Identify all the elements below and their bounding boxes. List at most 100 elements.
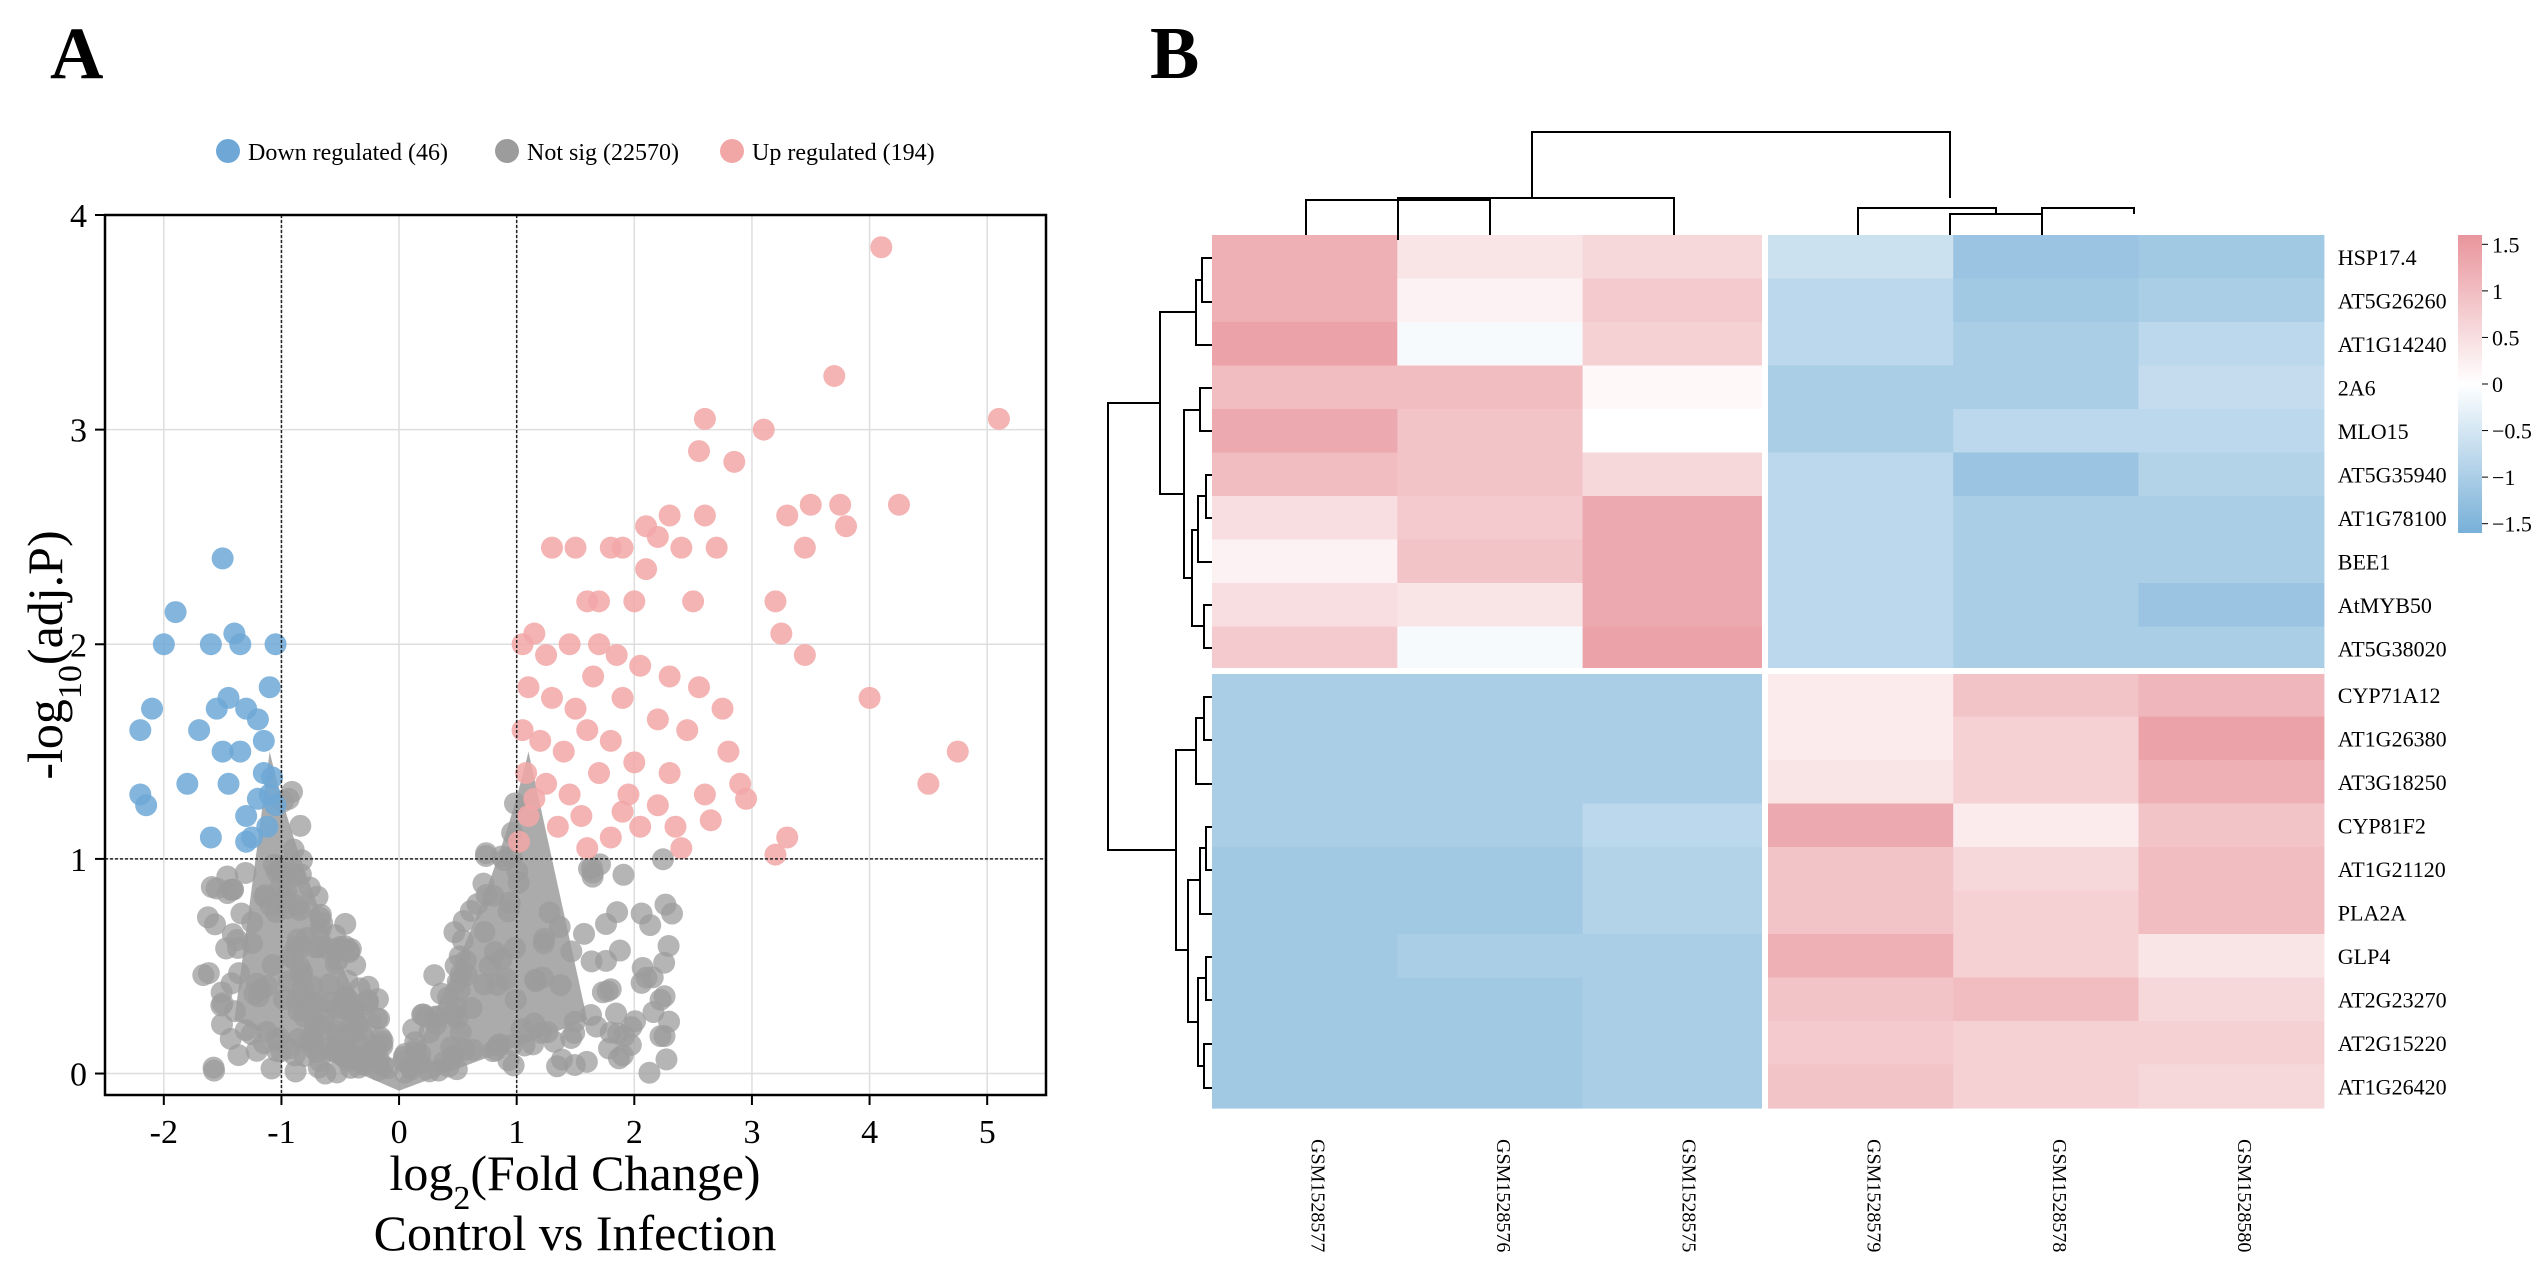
legend-marker-down [216,139,240,163]
heatmap-cell [1953,673,2140,718]
heatmap-cell [1582,716,1769,761]
heatmap-cell [1212,1021,1398,1066]
up-point [535,644,558,666]
gene-labels: HSP17.4 AT5G26260 AT1G14240 2A6 MLO15 AT5G359… [2338,245,2447,1100]
gene-label: AT1G14240 [2338,332,2447,357]
gene-label: CYP71A12 [2338,683,2441,708]
up-point [588,590,611,613]
up-point [670,837,693,860]
down-point [217,686,240,709]
x-tick-label: 1 [508,1114,525,1151]
volcano-thresholds [105,215,1046,1095]
notsig-point [596,980,619,1003]
heatmap-cell [1397,1064,1584,1109]
notsig-point [490,845,513,868]
gene-label: AT5G26260 [2338,288,2447,313]
down-point [264,633,287,656]
heatmap-cell [1953,539,2140,584]
heatmap-cell [1582,365,1769,410]
notsig-point [227,1044,250,1067]
row-dendro-link [1203,1043,1212,1089]
down-point [246,708,269,731]
notsig-point [549,974,572,997]
heatmap-cell [1212,409,1398,454]
row-dendro-link [1175,749,1196,951]
colorbar-tick-label: −1 [2492,465,2515,490]
notsig-point [437,986,460,1009]
notsig-point [272,855,295,878]
notsig-point [210,994,233,1017]
notsig-point [286,928,309,951]
notsig-point [474,844,497,867]
up-point [793,536,816,559]
volcano-legend: Down regulated (46) Not sig (22570) Up r… [216,139,935,166]
notsig-point [653,951,676,974]
up-point [646,525,669,548]
notsig-point [578,857,601,880]
heatmap-cell [1767,278,1954,323]
gene-label: PLA2A [2338,900,2407,925]
heatmap-cell [1953,803,2140,848]
up-point [529,729,552,752]
heatmap-cell [1582,1021,1769,1066]
heatmap-cell [1582,409,1769,454]
heatmap-cell [1953,235,2140,280]
up-point [723,450,746,473]
row-dendro-link [1195,279,1212,346]
gene-label: AT1G26420 [2338,1074,2447,1099]
notsig-point [630,902,653,925]
up-point [523,787,546,810]
colorbar-tick-label: 1.5 [2492,232,2520,257]
notsig-point [638,1061,661,1084]
up-point [588,633,611,656]
heatmap-row-gap [1212,668,2324,674]
notsig-point [497,900,520,923]
sample-label: GSM1528580 [2233,1139,2255,1252]
heatmap-cell [1582,803,1769,848]
heatmap-cell [2138,235,2325,280]
notsig-point [368,1007,391,1030]
y-tick-label: 4 [70,198,87,235]
heatmap-cell [1212,673,1398,718]
heatmap-cell [1397,760,1584,805]
heatmap-cell [1582,322,1769,367]
heatmap-cell [1212,496,1398,541]
legend-marker-notsig [495,139,519,163]
notsig-point [247,985,270,1008]
up-point [870,236,893,259]
x-tick-label: 2 [626,1114,643,1151]
notsig-point [284,1060,307,1083]
heatmap-cell [1582,452,1769,497]
down-point [141,697,164,720]
notsig-point [414,1006,437,1029]
down-point [135,794,158,817]
colorbar-tick-label: 0.5 [2492,325,2520,350]
notsig-point [484,1038,507,1061]
row-dendro-link [1205,956,1212,1001]
up-point [617,783,640,806]
heatmap-cell [1953,626,2140,671]
down-point [188,719,211,742]
notsig-point [608,939,631,962]
down-point [252,729,275,752]
notsig-point [289,814,312,837]
volcano-plot: Down regulated (46) Not sig (22570) Up r… [17,139,1048,1261]
up-point [693,407,716,430]
up-point [635,558,658,581]
up-point [576,719,599,742]
notsig-point [291,961,314,984]
heatmap-cell [1397,803,1584,848]
up-point [670,536,693,559]
gene-label: AT3G18250 [2338,770,2447,795]
up-point [611,686,634,709]
volcano-notsig-cloud [192,751,684,1091]
heatmap-cell [1582,673,1769,718]
up-point [629,654,652,677]
notsig-point [409,1042,432,1065]
up-point [540,686,563,709]
notsig-point [530,1021,553,1044]
heatmap-cell [2138,278,2325,323]
heatmap-cell [1953,583,2140,628]
notsig-point [657,934,680,957]
up-point [711,697,734,720]
